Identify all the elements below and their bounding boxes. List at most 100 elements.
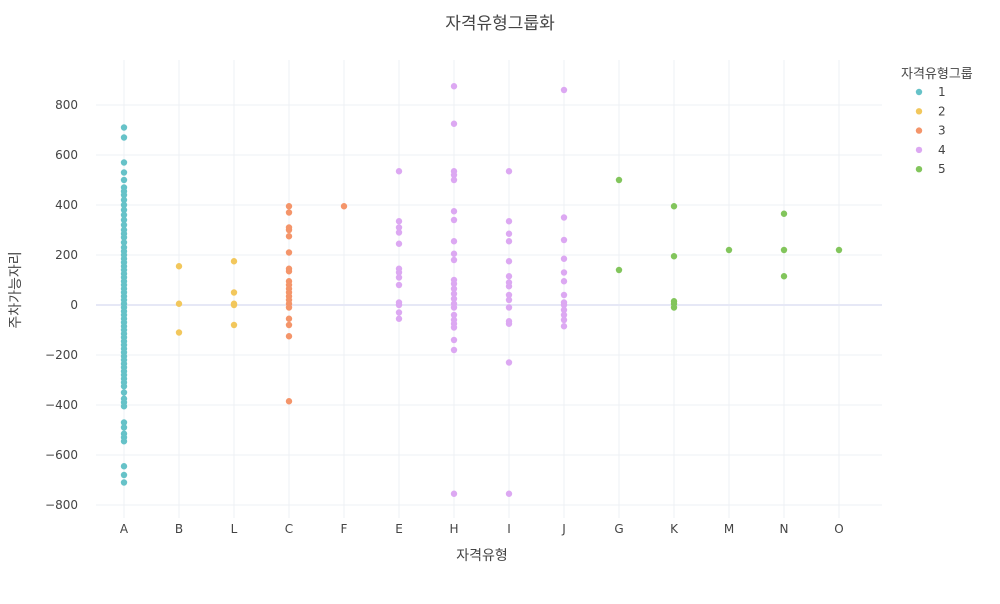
data-point[interactable]	[120, 216, 128, 224]
data-point[interactable]	[450, 295, 458, 302]
data-point[interactable]	[505, 168, 513, 175]
data-point[interactable]	[230, 321, 238, 329]
legend-item-2[interactable]: 2	[915, 104, 946, 118]
data-point[interactable]	[450, 336, 458, 344]
legend-item-4[interactable]: 4	[915, 143, 946, 157]
data-point[interactable]	[120, 201, 128, 209]
data-point[interactable]	[285, 304, 293, 311]
data-point[interactable]	[505, 230, 513, 237]
data-point[interactable]	[560, 311, 568, 319]
data-point[interactable]	[505, 238, 513, 245]
data-point[interactable]	[175, 329, 183, 336]
data-point[interactable]	[505, 359, 513, 366]
data-point[interactable]	[450, 304, 458, 311]
data-point[interactable]	[450, 176, 458, 184]
data-point[interactable]	[285, 203, 293, 210]
data-point[interactable]	[395, 224, 403, 231]
data-point[interactable]	[175, 300, 183, 307]
data-point[interactable]	[285, 249, 293, 256]
data-point[interactable]	[120, 234, 128, 241]
data-point[interactable]	[120, 134, 128, 141]
data-point[interactable]	[450, 120, 458, 127]
data-point[interactable]	[120, 389, 128, 396]
data-point[interactable]	[450, 83, 458, 90]
data-point[interactable]	[120, 206, 128, 214]
data-point[interactable]	[450, 290, 458, 297]
data-point[interactable]	[725, 246, 733, 254]
data-point[interactable]	[560, 269, 568, 276]
data-point[interactable]	[120, 191, 128, 199]
data-point[interactable]	[450, 256, 458, 264]
data-point[interactable]	[560, 323, 568, 330]
data-point[interactable]	[780, 246, 788, 254]
data-point[interactable]	[120, 239, 128, 246]
data-point[interactable]	[780, 210, 788, 217]
data-point[interactable]	[120, 471, 128, 479]
data-point[interactable]	[395, 229, 403, 236]
data-point[interactable]	[395, 309, 403, 316]
data-point[interactable]	[560, 236, 568, 244]
data-point[interactable]	[670, 203, 678, 210]
data-point[interactable]	[120, 196, 128, 204]
data-point[interactable]	[120, 159, 128, 166]
data-point[interactable]	[395, 240, 403, 247]
data-point[interactable]	[450, 346, 458, 354]
data-point[interactable]	[395, 269, 403, 276]
data-point[interactable]	[395, 281, 403, 289]
data-point[interactable]	[285, 268, 293, 275]
data-point[interactable]	[120, 124, 128, 131]
data-point[interactable]	[120, 403, 128, 410]
data-point[interactable]	[505, 291, 513, 299]
data-point[interactable]	[450, 490, 458, 497]
legend-item-5[interactable]: 5	[915, 162, 946, 176]
data-point[interactable]	[505, 490, 513, 497]
data-point[interactable]	[560, 278, 568, 285]
data-point[interactable]	[505, 258, 513, 265]
data-point[interactable]	[120, 463, 128, 470]
data-point[interactable]	[285, 333, 293, 340]
data-point[interactable]	[395, 301, 403, 309]
data-point[interactable]	[285, 233, 293, 240]
data-point[interactable]	[450, 238, 458, 245]
data-point[interactable]	[560, 86, 568, 94]
data-point[interactable]	[120, 424, 128, 431]
data-point[interactable]	[120, 383, 128, 390]
data-point[interactable]	[615, 266, 623, 274]
data-point[interactable]	[670, 304, 678, 311]
data-point[interactable]	[780, 273, 788, 280]
data-point[interactable]	[285, 226, 293, 234]
data-point[interactable]	[450, 311, 458, 319]
data-point[interactable]	[505, 218, 513, 225]
data-point[interactable]	[285, 321, 293, 329]
data-point[interactable]	[120, 419, 128, 426]
data-point[interactable]	[120, 438, 128, 445]
data-point[interactable]	[505, 320, 513, 327]
data-point[interactable]	[285, 315, 293, 322]
data-point[interactable]	[120, 221, 128, 229]
data-point[interactable]	[615, 176, 623, 184]
data-point[interactable]	[120, 176, 128, 184]
data-point[interactable]	[505, 273, 513, 280]
data-point[interactable]	[450, 250, 458, 257]
data-point[interactable]	[450, 208, 458, 215]
legend-item-1[interactable]: 1	[915, 85, 946, 99]
data-point[interactable]	[395, 168, 403, 175]
data-point[interactable]	[450, 280, 458, 287]
data-point[interactable]	[560, 301, 568, 309]
data-point[interactable]	[450, 216, 458, 224]
data-point[interactable]	[505, 304, 513, 311]
data-point[interactable]	[395, 315, 403, 322]
data-point[interactable]	[560, 214, 568, 221]
data-point[interactable]	[285, 209, 293, 216]
data-point[interactable]	[230, 289, 238, 296]
data-point[interactable]	[505, 296, 513, 304]
data-point[interactable]	[120, 211, 128, 219]
legend-item-3[interactable]: 3	[915, 124, 946, 138]
data-point[interactable]	[450, 171, 458, 179]
data-point[interactable]	[285, 398, 293, 405]
data-point[interactable]	[230, 301, 238, 309]
data-point[interactable]	[560, 291, 568, 299]
data-point[interactable]	[560, 306, 568, 314]
data-point[interactable]	[175, 263, 183, 270]
data-point[interactable]	[395, 274, 403, 281]
